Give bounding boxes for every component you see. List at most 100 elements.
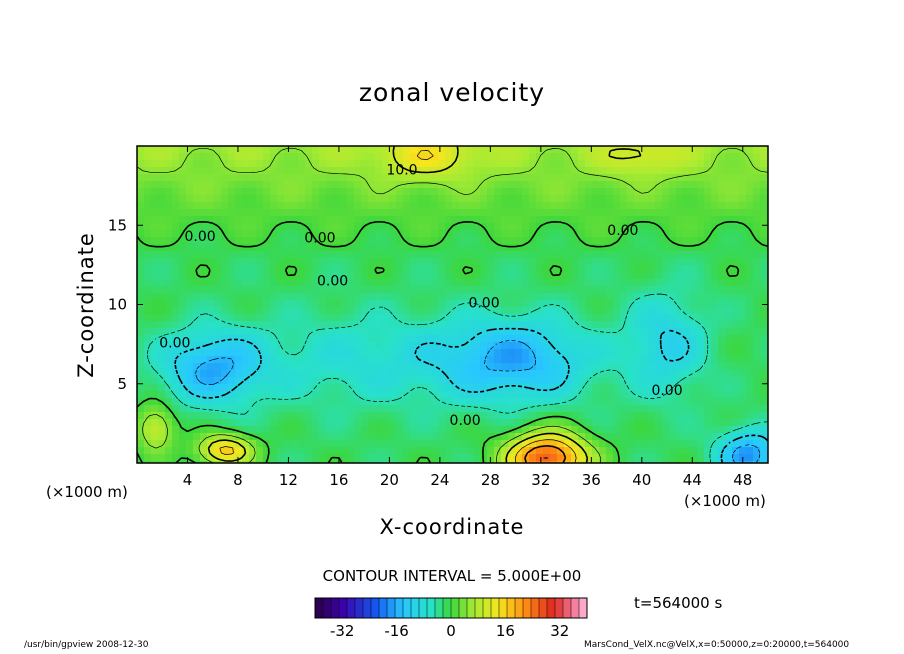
field-cell [361, 202, 369, 210]
field-cell [564, 174, 572, 182]
field-cell [452, 447, 460, 455]
field-cell [529, 153, 537, 161]
field-cell [753, 391, 761, 399]
field-cell [431, 440, 439, 448]
field-cell [256, 181, 264, 189]
field-cell [662, 251, 670, 259]
field-cell [165, 419, 173, 427]
field-cell [648, 405, 656, 413]
field-cell [424, 433, 432, 441]
field-cell [739, 265, 747, 273]
field-cell [739, 244, 747, 252]
field-cell [382, 335, 390, 343]
field-cell [403, 314, 411, 322]
field-cell [466, 412, 474, 420]
field-cell [585, 188, 593, 196]
field-cell [256, 146, 264, 154]
field-cell [452, 461, 460, 463]
y-tick-label: 15 [108, 216, 127, 234]
field-cell [270, 314, 278, 322]
field-cell [305, 244, 313, 252]
field-cell [249, 398, 257, 406]
field-cell [662, 188, 670, 196]
field-cell [725, 398, 733, 406]
field-cell [291, 391, 299, 399]
field-cell [361, 440, 369, 448]
field-cell [305, 412, 313, 420]
field-cell [634, 335, 642, 343]
field-cell [256, 335, 264, 343]
field-cell [683, 251, 691, 259]
field-cell [445, 223, 453, 231]
field-cell [438, 300, 446, 308]
field-cell [361, 237, 369, 245]
field-cell [375, 244, 383, 252]
field-cell [571, 363, 579, 371]
field-cell [151, 377, 159, 385]
field-cell [186, 251, 194, 259]
field-cell [193, 370, 201, 378]
field-cell [228, 251, 236, 259]
field-cell [361, 153, 369, 161]
field-cell [165, 398, 173, 406]
field-cell [361, 454, 369, 462]
field-cell [214, 181, 222, 189]
field-cell [214, 202, 222, 210]
field-cell [592, 363, 600, 371]
field-cell [634, 356, 642, 364]
field-cell [221, 314, 229, 322]
field-cell [333, 146, 341, 154]
field-cell [221, 321, 229, 329]
field-cell [753, 426, 761, 434]
field-cell [683, 356, 691, 364]
field-cell [550, 153, 558, 161]
field-cell [312, 356, 320, 364]
field-cell [375, 174, 383, 182]
field-cell [207, 370, 215, 378]
field-cell [298, 398, 306, 406]
field-cell [193, 153, 201, 161]
field-cell [256, 153, 264, 161]
field-cell [529, 244, 537, 252]
field-cell [340, 335, 348, 343]
field-cell [480, 153, 488, 161]
field-cell [382, 433, 390, 441]
field-cell [305, 300, 313, 308]
field-cell [284, 384, 292, 392]
field-cell [648, 454, 656, 462]
field-cell [277, 356, 285, 364]
field-cell [592, 370, 600, 378]
field-cell [333, 244, 341, 252]
field-cell [277, 461, 285, 463]
field-cell [585, 419, 593, 427]
field-cell [354, 237, 362, 245]
field-cell [655, 209, 663, 217]
field-cell [165, 335, 173, 343]
field-cell [396, 447, 404, 455]
field-cell [158, 300, 166, 308]
field-cell [403, 216, 411, 224]
field-cell [312, 328, 320, 336]
field-cell [445, 251, 453, 259]
field-cell [340, 321, 348, 329]
field-cell [711, 321, 719, 329]
field-cell [312, 377, 320, 385]
field-cell [396, 223, 404, 231]
field-cell [382, 328, 390, 336]
field-cell [718, 321, 726, 329]
field-cell [403, 391, 411, 399]
field-cell [445, 328, 453, 336]
field-cell [676, 272, 684, 280]
field-cell [550, 447, 558, 455]
field-cell [606, 349, 614, 357]
field-cell [396, 328, 404, 336]
field-cell [256, 461, 264, 463]
field-cell [529, 174, 537, 182]
field-cell [662, 447, 670, 455]
field-cell [186, 223, 194, 231]
field-cell [515, 300, 523, 308]
field-cell [571, 223, 579, 231]
field-cell [690, 398, 698, 406]
field-cell [235, 433, 243, 441]
field-cell [578, 286, 586, 294]
